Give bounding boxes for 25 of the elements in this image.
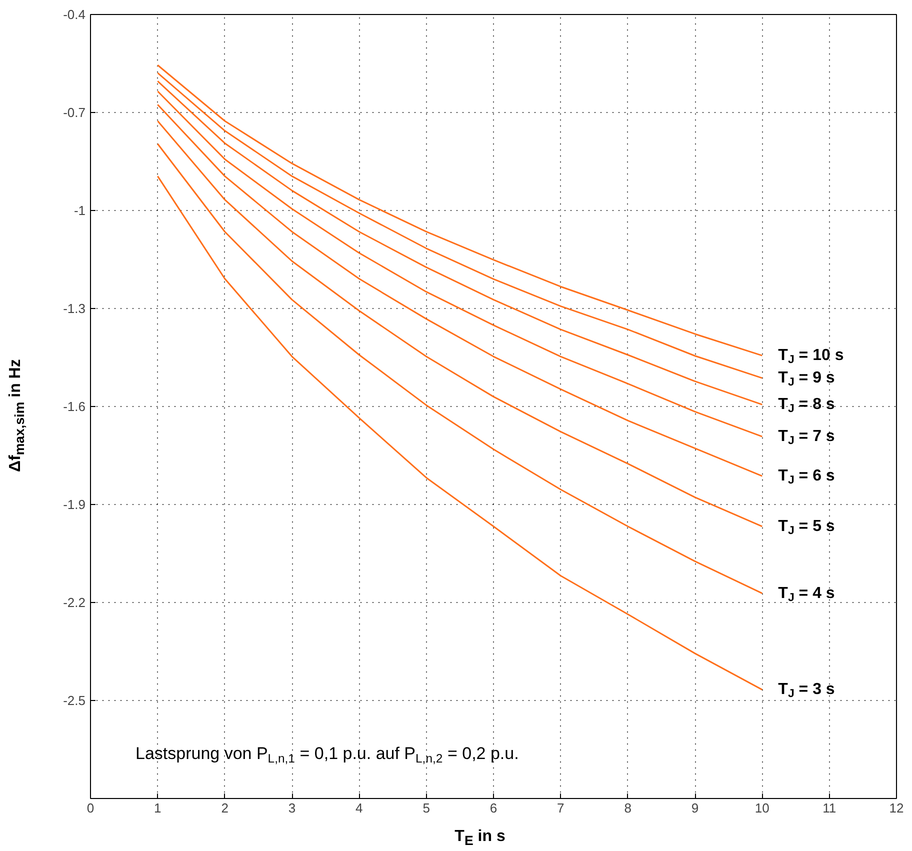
x-tick-label: 6 [490, 800, 498, 816]
y-tick-label: -0.4 [63, 7, 86, 22]
y-tick-label: -0.7 [63, 105, 86, 120]
x-tick-label: 10 [754, 800, 770, 816]
x-tick-label: 5 [422, 800, 430, 816]
x-axis-title: T$_{E}$ in s [454, 827, 506, 850]
y-tick-label: -1.9 [63, 497, 86, 512]
x-tick-label: 2 [221, 800, 228, 816]
line-series [156, 143, 763, 594]
y-tick-label: -2.2 [63, 595, 86, 610]
x-tick-label: 8 [624, 800, 632, 816]
x-tick-label: 9 [691, 800, 699, 816]
y-tick-label: -2.5 [63, 693, 86, 708]
line-series [156, 120, 763, 528]
line-series [156, 175, 763, 690]
x-tick-label: 11 [822, 800, 836, 816]
x-tick-label: 1 [154, 800, 162, 816]
x-tick-label: 12 [889, 800, 904, 816]
y-tick-label: -1.6 [63, 399, 86, 414]
x-tick-label: 0 [86, 800, 94, 816]
x-tick-label: 3 [288, 800, 296, 816]
x-tick-label: 7 [557, 800, 564, 816]
y-tick-label: -1.3 [63, 301, 86, 316]
y-tick-label: -1 [74, 203, 86, 218]
x-tick-label: 4 [356, 800, 363, 816]
